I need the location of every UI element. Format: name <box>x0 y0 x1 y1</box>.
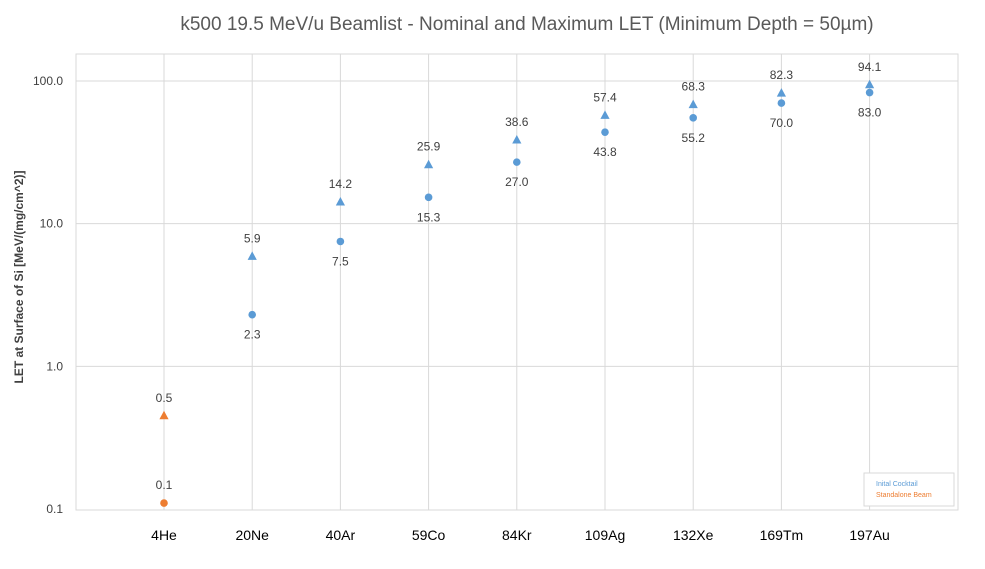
x-tick-label-59co: 59Co <box>412 527 446 543</box>
point-nominal-let-inital-cocktail-109ag <box>601 128 609 136</box>
data-label-maximum-let-inital-cocktail-197au: 94.1 <box>858 60 882 74</box>
chart-title: k500 19.5 MeV/u Beamlist - Nominal and M… <box>180 14 873 35</box>
data-labels: 2.3 7.5 15.3 27.0 43.8 55.2 70.0 83.0 5.9 14.2 25.… <box>156 60 882 492</box>
point-maximum-let-inital-cocktail-109ag <box>600 110 610 119</box>
point-nominal-let-inital-cocktail-59co <box>424 193 433 202</box>
point-nominal-let-inital-cocktail-197au <box>865 88 874 97</box>
y-tick-label: 100.0 <box>33 74 63 88</box>
x-axis-ticks: 4He 20Ne 40Ar 59Co 84Kr 109Ag 132Xe 169Tm 197Au <box>151 527 890 543</box>
x-tick-label-4he: 4He <box>151 527 177 543</box>
point-nominal-let-inital-cocktail-132xe <box>689 114 697 122</box>
data-label-maximum-let-inital-cocktail-40ar: 14.2 <box>329 177 353 191</box>
point-maximum-let-inital-cocktail-169tm <box>776 88 786 97</box>
legend-entry-inital-cocktail: Inital Cocktail <box>876 481 918 488</box>
data-label-maximum-let-standalone-beam-4he: 0.5 <box>156 391 173 405</box>
point-maximum-let-inital-cocktail-132xe <box>688 99 698 109</box>
legend-box <box>863 472 955 507</box>
point-maximum-let-inital-cocktail-40ar <box>335 196 345 206</box>
data-label-nominal-let-inital-cocktail-84kr: 27.0 <box>505 175 529 189</box>
point-nominal-let-inital-cocktail-40ar <box>336 237 345 246</box>
y-tick-label: 10.0 <box>40 217 64 231</box>
data-label-nominal-let-inital-cocktail-132xe: 55.2 <box>682 131 706 145</box>
point-nominal-let-inital-cocktail-169tm <box>777 99 786 107</box>
data-label-nominal-let-standalone-beam-4he: 0.1 <box>156 478 173 492</box>
x-tick-label-84kr: 84Kr <box>502 527 532 543</box>
data-label-maximum-let-inital-cocktail-169tm: 82.3 <box>770 68 794 82</box>
y-tick-label: 1.0 <box>46 359 63 373</box>
point-nominal-let-inital-cocktail-20ne <box>248 310 256 319</box>
point-nominal-let-inital-cocktail-84kr <box>513 158 521 166</box>
point-maximum-let-standalone-beam-4he <box>159 410 169 420</box>
legend-entry-standalone-beam: Standalone Beam <box>876 492 932 499</box>
data-label-nominal-let-inital-cocktail-40ar: 7.5 <box>332 254 349 268</box>
point-maximum-let-inital-cocktail-59co <box>424 159 434 169</box>
point-maximum-let-inital-cocktail-84kr <box>512 134 522 144</box>
data-label-maximum-let-inital-cocktail-20ne: 5.9 <box>244 231 261 245</box>
point-nominal-let-standalone-beam-4he <box>160 499 168 507</box>
legend: Inital Cocktail Standalone Beam <box>863 472 955 507</box>
data-marks <box>159 79 875 507</box>
x-tick-label-169tm: 169Tm <box>760 527 804 543</box>
data-label-nominal-let-inital-cocktail-20ne: 2.3 <box>244 328 261 342</box>
data-label-maximum-let-inital-cocktail-132xe: 68.3 <box>682 80 706 94</box>
x-tick-label-109ag: 109Ag <box>585 527 625 543</box>
x-tick-label-197au: 197Au <box>849 527 889 543</box>
data-label-nominal-let-inital-cocktail-109ag: 43.8 <box>593 145 617 159</box>
x-tick-label-40ar: 40Ar <box>326 527 356 543</box>
data-label-maximum-let-inital-cocktail-109ag: 57.4 <box>593 90 617 104</box>
y-axis-label: LET at Surface of Si [MeV/(mg/cm^2)] <box>12 170 26 383</box>
data-label-nominal-let-inital-cocktail-59co: 15.3 <box>417 210 441 224</box>
grid-layer <box>76 54 958 510</box>
x-tick-label-132xe: 132Xe <box>673 527 714 543</box>
data-label-maximum-let-inital-cocktail-59co: 25.9 <box>417 140 441 154</box>
data-label-nominal-let-inital-cocktail-197au: 83.0 <box>858 106 882 120</box>
x-tick-label-20ne: 20Ne <box>235 527 269 543</box>
y-axis-ticks: 0.1 1.0 10.0 100.0 <box>33 74 63 516</box>
data-label-nominal-let-inital-cocktail-169tm: 70.0 <box>770 116 794 130</box>
point-maximum-let-inital-cocktail-20ne <box>247 251 257 260</box>
data-label-maximum-let-inital-cocktail-84kr: 38.6 <box>505 115 529 129</box>
y-tick-label: 0.1 <box>46 502 63 516</box>
point-maximum-let-inital-cocktail-197au <box>865 79 875 89</box>
